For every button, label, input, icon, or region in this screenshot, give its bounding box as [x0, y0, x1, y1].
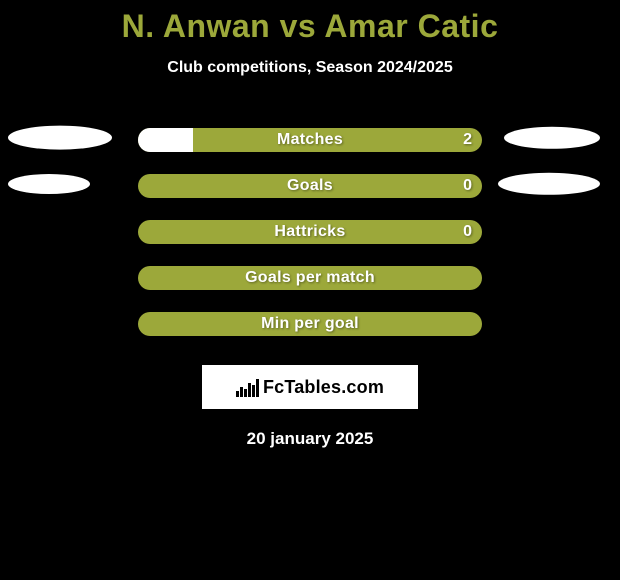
- stat-bar: Hattricks 0: [138, 220, 482, 244]
- logo-text: FcTables.com: [263, 377, 384, 398]
- date-label: 20 january 2025: [0, 429, 620, 449]
- stat-bar: Goals 0: [138, 174, 482, 198]
- stat-row: Goals 0: [0, 163, 620, 209]
- left-oval: [8, 126, 112, 150]
- page-title: N. Anwan vs Amar Catic: [0, 8, 620, 45]
- logo-chart-icon: [236, 377, 259, 397]
- stat-label: Goals per match: [245, 269, 375, 287]
- stat-label: Hattricks: [274, 223, 345, 241]
- stat-row: Min per goal: [0, 301, 620, 347]
- stat-bar: Matches 2: [138, 128, 482, 152]
- stat-value: 2: [463, 131, 472, 149]
- stat-row: Goals per match: [0, 255, 620, 301]
- stat-value: 0: [463, 177, 472, 195]
- stat-value: 0: [463, 223, 472, 241]
- subtitle: Club competitions, Season 2024/2025: [0, 59, 620, 77]
- left-oval: [8, 174, 90, 194]
- stat-row: Hattricks 0: [0, 209, 620, 255]
- stat-label: Min per goal: [261, 315, 359, 333]
- comparison-widget: N. Anwan vs Amar Catic Club competitions…: [0, 0, 620, 449]
- stat-bar-fill: Min per goal: [138, 312, 482, 336]
- stats-rows: Matches 2 Goals 0 Hattricks 0 Goals per match M…: [0, 117, 620, 347]
- right-oval: [498, 173, 600, 195]
- stat-label: Matches: [277, 131, 343, 149]
- stat-bar-fill: Hattricks 0: [138, 220, 482, 244]
- stat-bar-fill: Goals 0: [138, 174, 482, 198]
- stat-bar-fill: Goals per match: [138, 266, 482, 290]
- right-oval: [504, 127, 600, 149]
- stat-bar-fill: Matches 2: [138, 128, 482, 152]
- stat-bar-left-fill: [138, 128, 193, 152]
- stat-bar: Min per goal: [138, 312, 482, 336]
- stat-row: Matches 2: [0, 117, 620, 163]
- logo-box[interactable]: FcTables.com: [202, 365, 418, 409]
- stat-label: Goals: [287, 177, 333, 195]
- stat-bar: Goals per match: [138, 266, 482, 290]
